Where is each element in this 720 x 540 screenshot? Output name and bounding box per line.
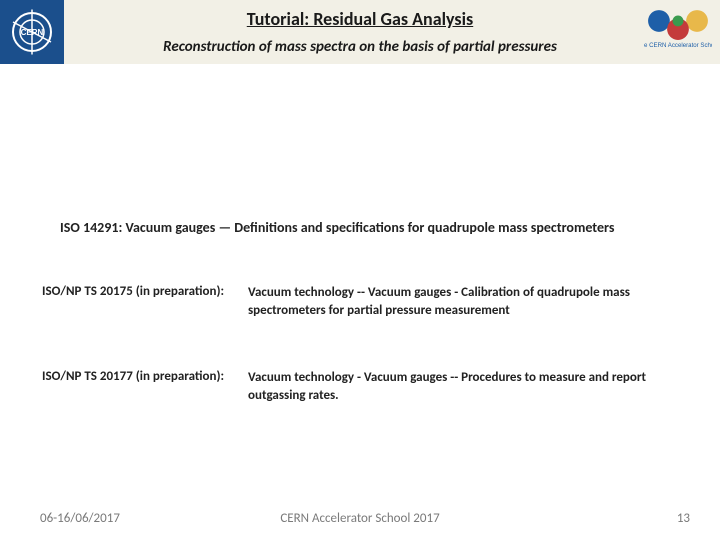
- iso-20175-label: ISO/NP TS 20175 (in preparation):: [42, 284, 248, 319]
- footer-date: 06-16/06/2017: [40, 511, 120, 526]
- iso-20175-row: ISO/NP TS 20175 (in preparation): Vacuum…: [42, 284, 684, 319]
- footer-page-number: 13: [677, 511, 690, 526]
- slide-footer: 06-16/06/2017 CERN Accelerator School 20…: [0, 511, 720, 526]
- cas-logo: The CERN Accelerator School: [644, 6, 712, 58]
- cern-logo: CERN: [0, 0, 64, 64]
- slide-title: Tutorial: Residual Gas Analysis: [0, 0, 720, 30]
- cas-logo-icon: The CERN Accelerator School: [644, 6, 712, 58]
- iso-14291-text: ISO 14291: Vacuum gauges — Definitions a…: [60, 219, 684, 236]
- slide-header: CERN The CERN Accelerator School Tutoria…: [0, 0, 720, 64]
- iso-20175-desc: Vacuum technology -- Vacuum gauges - Cal…: [248, 284, 684, 319]
- iso-20177-label: ISO/NP TS 20177 (in preparation):: [42, 369, 248, 404]
- iso-20177-row: ISO/NP TS 20177 (in preparation): Vacuum…: [42, 369, 684, 404]
- slide-subtitle: Reconstruction of mass spectra on the ba…: [0, 30, 720, 56]
- svg-text:CERN: CERN: [21, 28, 44, 37]
- svg-text:The CERN Accelerator School: The CERN Accelerator School: [644, 42, 712, 49]
- cern-logo-icon: CERN: [7, 7, 57, 57]
- footer-center: CERN Accelerator School 2017: [280, 511, 439, 526]
- iso-20177-desc: Vacuum technology - Vacuum gauges -- Pro…: [248, 369, 684, 404]
